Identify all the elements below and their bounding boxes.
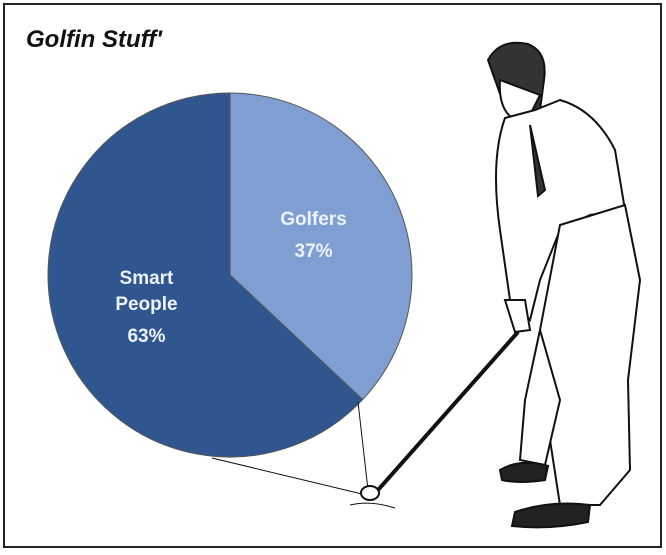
slice-name: Golfers bbox=[280, 208, 347, 230]
slice-value: 63% bbox=[127, 326, 166, 348]
pie-slice bbox=[229, 92, 413, 401]
pie-slice bbox=[47, 92, 364, 458]
slice-label: Smart People 63% bbox=[91, 266, 201, 356]
frame bbox=[3, 3, 662, 548]
slice-name: Smart People bbox=[115, 268, 178, 316]
golfer bbox=[211, 41, 642, 529]
slice-value: 37% bbox=[294, 240, 333, 262]
pie bbox=[47, 92, 413, 458]
slice-label: Golfers 37% bbox=[259, 207, 369, 271]
chart-title: Golfin Stuff' bbox=[26, 26, 162, 53]
